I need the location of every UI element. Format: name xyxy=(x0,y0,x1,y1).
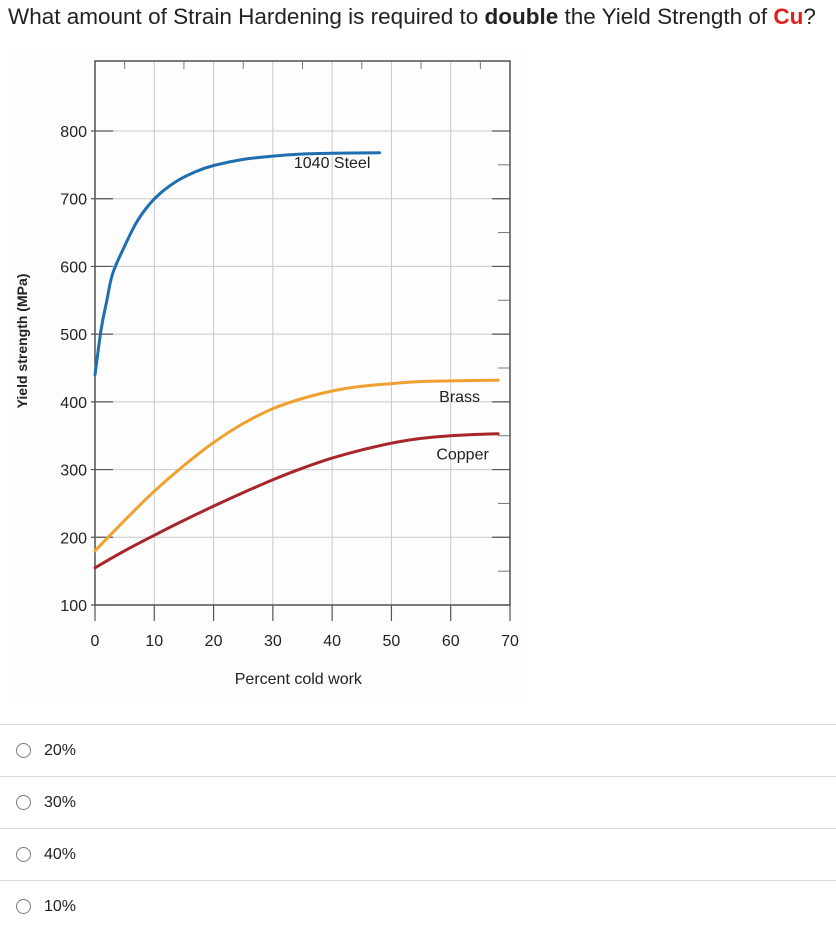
x-tick-label: 10 xyxy=(145,633,163,650)
x-tick-label: 0 xyxy=(91,633,100,650)
question-element: Cu xyxy=(773,4,804,29)
y-tick-label: 500 xyxy=(60,327,87,344)
option-label: 40% xyxy=(44,845,77,863)
series-line-1040-steel xyxy=(93,151,382,377)
option-divider xyxy=(0,724,836,725)
radio-button[interactable] xyxy=(16,847,31,862)
option-10[interactable]: 10% xyxy=(0,881,836,932)
y-axis-label: Yield strength (MPa) xyxy=(14,274,30,409)
yield-strength-chart: 0 10 20 30 40 50 60 70 100 200 300 400 500 600 700 800 … xyxy=(0,46,540,706)
series-label-copper: Copper xyxy=(436,446,489,463)
y-tick-label: 800 xyxy=(60,124,87,141)
radio-button[interactable] xyxy=(16,899,31,914)
y-tick-label: 200 xyxy=(60,530,87,547)
y-tick-label: 100 xyxy=(60,598,87,615)
option-30[interactable]: 30% xyxy=(0,777,836,828)
question-mid: the Yield Strength of xyxy=(558,4,774,29)
question-pre: What amount of Strain Hardening is requi… xyxy=(8,4,485,29)
option-divider xyxy=(0,776,836,777)
x-tick-label: 20 xyxy=(205,633,223,650)
radio-button[interactable] xyxy=(16,795,31,810)
question-emphasis: double xyxy=(484,4,559,29)
x-tick-label: 70 xyxy=(501,633,519,650)
series-label-1040-steel: 1040 Steel xyxy=(294,155,371,172)
x-tick-label: 50 xyxy=(383,633,401,650)
chart-svg: 0 10 20 30 40 50 60 70100200300400500600700800 … xyxy=(8,50,528,702)
option-label: 20% xyxy=(44,741,77,759)
y-tick-label: 300 xyxy=(60,463,87,480)
option-label: 10% xyxy=(44,897,77,915)
option-divider xyxy=(0,880,836,881)
option-label: 30% xyxy=(44,793,77,811)
option-20[interactable]: 20% xyxy=(0,725,836,776)
series-label-brass: Brass xyxy=(439,389,480,406)
answer-options: 20% 30% 40% 10% xyxy=(0,724,836,932)
y-tick-label: 700 xyxy=(60,192,87,209)
y-tick-label: 400 xyxy=(60,395,87,412)
radio-button[interactable] xyxy=(16,743,31,758)
option-divider xyxy=(0,828,836,829)
series-line-brass xyxy=(93,378,500,553)
x-axis-label: Percent cold work xyxy=(235,671,363,688)
question-text: What amount of Strain Hardening is requi… xyxy=(8,2,834,32)
x-tick-label: 60 xyxy=(442,633,460,650)
option-40[interactable]: 40% xyxy=(0,829,836,880)
series-line-copper xyxy=(93,432,500,570)
x-tick-label: 40 xyxy=(323,633,341,650)
question-post: ? xyxy=(803,4,816,29)
x-tick-label: 30 xyxy=(264,633,282,650)
y-tick-label: 600 xyxy=(60,259,87,276)
